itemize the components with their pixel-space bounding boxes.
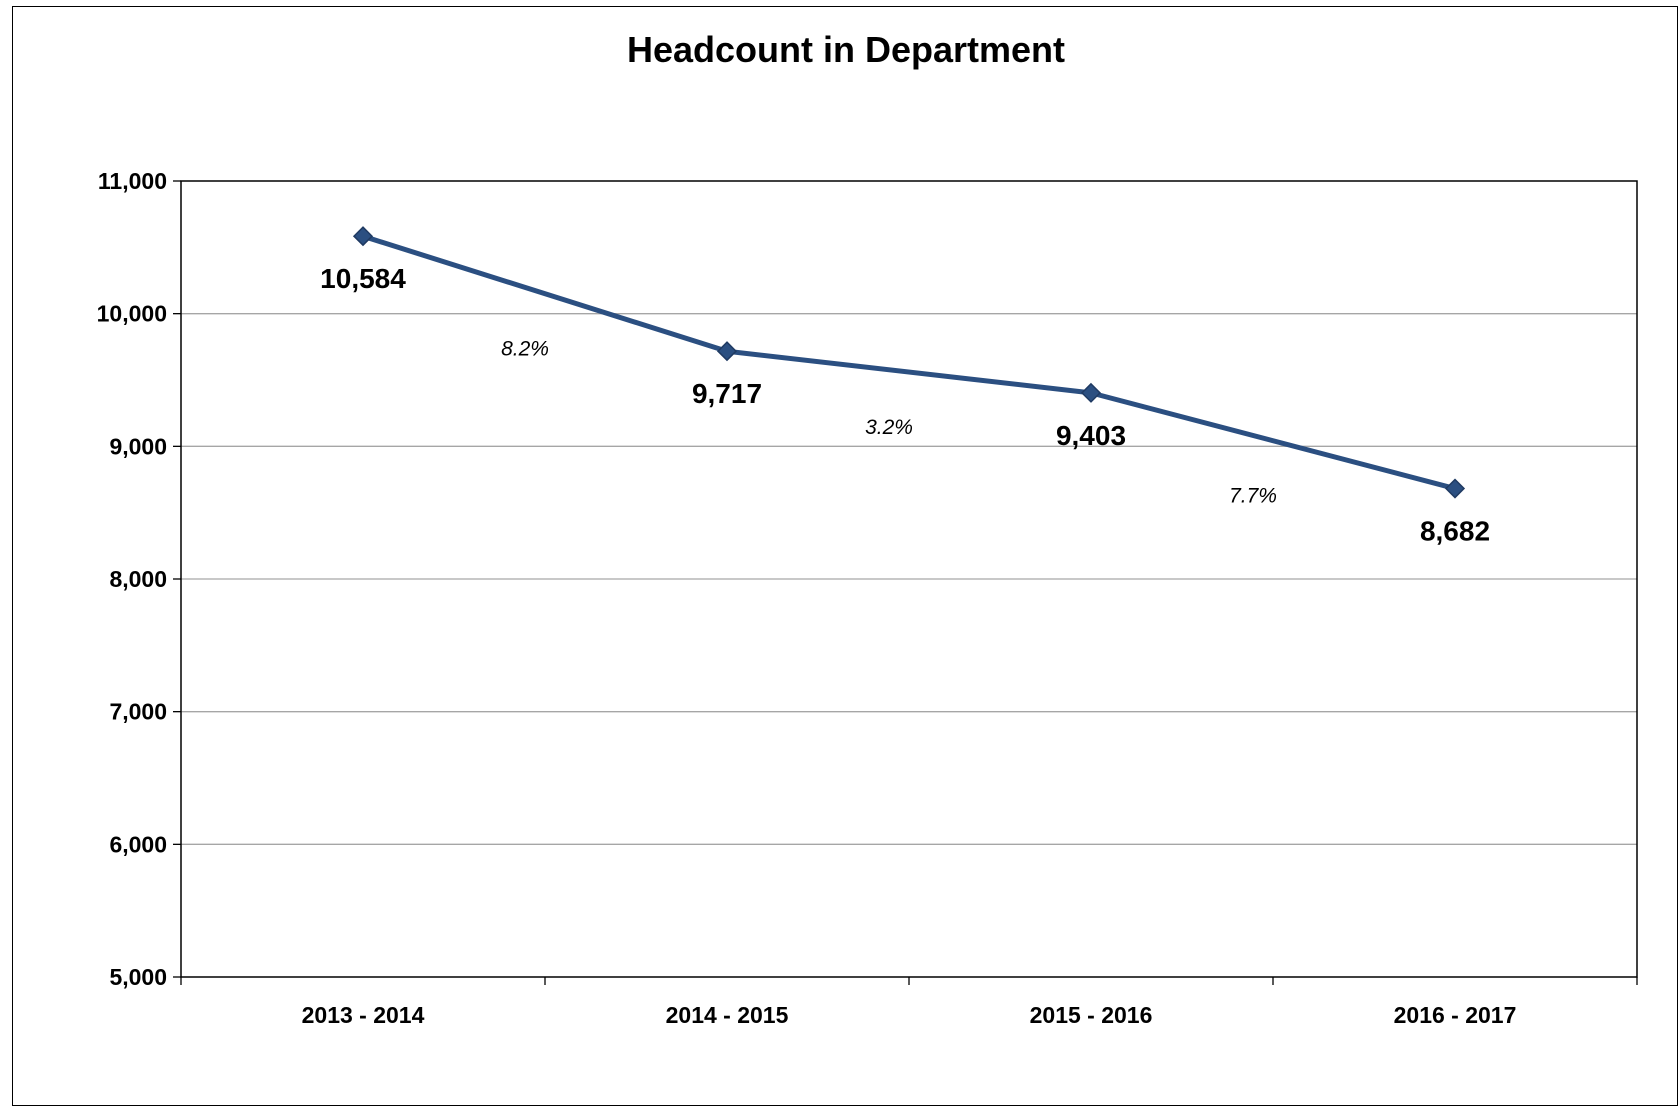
change-label: 3.2%	[865, 416, 913, 439]
data-point-marker	[716, 341, 738, 362]
series-markers	[352, 226, 1466, 499]
x-axis-tick-labels: 2013 - 2014 2014 - 2015 2015 - 2016 2016 - …	[302, 1002, 1517, 1028]
change-label: 7.7%	[1229, 485, 1277, 508]
y-tick-label: 7,000	[109, 699, 167, 725]
x-tick-label: 2013 - 2014	[302, 1002, 425, 1028]
chart-frame: Headcount in Department	[12, 6, 1678, 1106]
y-tick-label: 9,000	[109, 433, 167, 459]
data-labels: 10,584 9,717 9,403 8,682	[320, 263, 1490, 546]
y-tick-label: 10,000	[97, 301, 167, 327]
y-tick-label: 5,000	[109, 964, 167, 990]
data-point-marker	[1444, 478, 1466, 499]
axis-ticks	[173, 180, 1638, 985]
change-label: 8.2%	[501, 338, 549, 361]
data-label: 9,717	[692, 378, 762, 409]
data-label: 9,403	[1056, 420, 1126, 451]
x-tick-label: 2016 - 2017	[1394, 1002, 1517, 1028]
data-point-marker	[352, 226, 374, 247]
x-tick-label: 2014 - 2015	[666, 1002, 789, 1028]
y-tick-label: 6,000	[109, 831, 167, 857]
data-label: 10,584	[320, 263, 406, 294]
chart-title: Headcount in Department	[626, 29, 1066, 70]
y-tick-label: 11,000	[98, 168, 167, 194]
y-axis-tick-labels: 5,000 6,000 7,000 8,000 9,000 10,000 11,000	[97, 168, 167, 990]
y-tick-label: 8,000	[109, 566, 167, 592]
data-label: 8,682	[1420, 516, 1490, 547]
x-tick-label: 2015 - 2016	[1030, 1002, 1153, 1028]
series-line-group	[362, 233, 1456, 491]
change-labels: 8.2% 3.2% 7.7%	[501, 338, 1277, 508]
gridlines	[181, 313, 1637, 845]
data-point-marker	[1080, 382, 1102, 403]
series-line	[362, 233, 1456, 491]
